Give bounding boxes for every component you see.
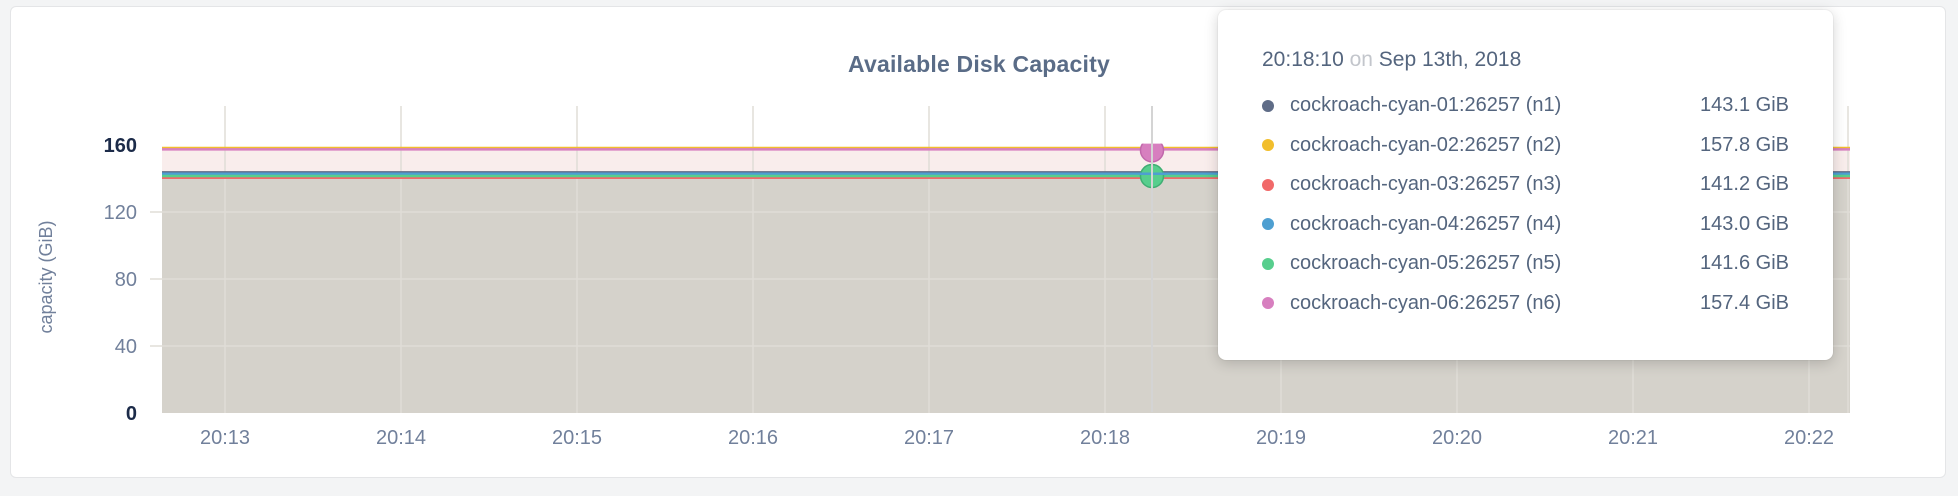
tooltip-row: cockroach-cyan-06:26257 (n6) 157.4 GiB	[1262, 284, 1789, 324]
tooltip-row: cockroach-cyan-02:26257 (n2) 157.8 GiB	[1262, 126, 1789, 166]
x-axis-tick: 20:18	[1080, 427, 1130, 449]
y-axis-tick: 80	[115, 269, 137, 291]
tooltip-series-value: 143.1 GiB	[1700, 94, 1789, 117]
series-color-dot-icon	[1262, 178, 1274, 191]
hover-tooltip: 20:18:10 on Sep 13th, 2018 cockroach-cya…	[1218, 10, 1833, 360]
x-axis-tick: 20:15	[552, 427, 602, 449]
tooltip-series-value: 157.8 GiB	[1700, 133, 1789, 156]
tooltip-series-name: cockroach-cyan-02:26257 (n2)	[1290, 133, 1562, 156]
tooltip-separator: on	[1349, 48, 1373, 71]
x-axis-tick: 20:21	[1608, 427, 1658, 449]
tooltip-series-name: cockroach-cyan-03:26257 (n3)	[1290, 173, 1562, 196]
y-axis-tick: 160	[104, 135, 137, 157]
y-axis-tick: 0	[126, 403, 137, 425]
tooltip-row: cockroach-cyan-03:26257 (n3) 141.2 GiB	[1262, 165, 1789, 205]
x-axis-tick: 20:22	[1784, 427, 1834, 449]
series-color-dot-icon	[1262, 257, 1274, 270]
x-axis-tick: 20:16	[728, 427, 778, 449]
x-axis-tick: 20:14	[376, 427, 426, 449]
y-axis-tick: 40	[115, 336, 137, 358]
tooltip-series-value: 143.0 GiB	[1700, 212, 1789, 235]
tooltip-series-name: cockroach-cyan-04:26257 (n4)	[1290, 212, 1562, 235]
tooltip-header: 20:18:10 on Sep 13th, 2018	[1262, 48, 1789, 72]
y-axis-tick: 120	[104, 202, 137, 224]
tooltip-date: Sep 13th, 2018	[1378, 48, 1522, 71]
x-axis-tick: 20:17	[904, 427, 954, 449]
tooltip-row: cockroach-cyan-05:26257 (n5) 141.6 GiB	[1262, 244, 1789, 284]
tooltip-series-value: 157.4 GiB	[1700, 291, 1789, 314]
tooltip-series-value: 141.6 GiB	[1700, 252, 1789, 275]
series-color-dot-icon	[1262, 99, 1274, 112]
tooltip-series-value: 141.2 GiB	[1700, 173, 1789, 196]
y-axis-label: capacity (GiB)	[36, 220, 56, 333]
series-color-dot-icon	[1262, 218, 1274, 231]
tooltip-series-name: cockroach-cyan-06:26257 (n6)	[1290, 291, 1562, 314]
tooltip-rows: cockroach-cyan-01:26257 (n1) 143.1 GiB coc…	[1262, 86, 1789, 323]
tooltip-series-name: cockroach-cyan-05:26257 (n5)	[1290, 252, 1562, 275]
tooltip-row: cockroach-cyan-01:26257 (n1) 143.1 GiB	[1262, 86, 1789, 126]
tooltip-row: cockroach-cyan-04:26257 (n4) 143.0 GiB	[1262, 205, 1789, 245]
series-color-dot-icon	[1262, 297, 1274, 310]
series-color-dot-icon	[1262, 139, 1274, 152]
tooltip-time: 20:18:10	[1262, 48, 1344, 71]
x-axis-tick: 20:20	[1432, 427, 1482, 449]
x-axis-tick: 20:19	[1256, 427, 1306, 449]
x-axis-tick: 20:13	[200, 427, 250, 449]
chart-title: Available Disk Capacity	[848, 51, 1110, 77]
tooltip-series-name: cockroach-cyan-01:26257 (n1)	[1290, 94, 1562, 117]
